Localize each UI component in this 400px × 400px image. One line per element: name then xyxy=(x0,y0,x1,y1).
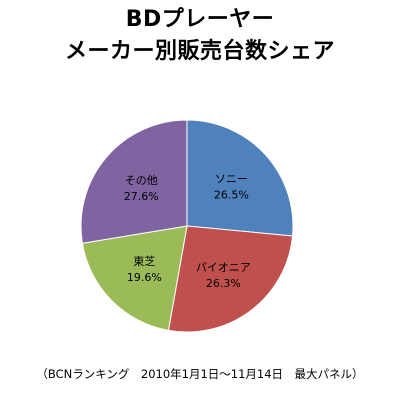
chart-title-line-1: BDプレーヤー xyxy=(125,7,275,32)
slice-category-label-3: 東芝 xyxy=(133,255,155,268)
pie-slices xyxy=(80,119,294,333)
pie-slice-4 xyxy=(80,119,188,244)
slice-value-label-1: 26.5% xyxy=(214,189,249,202)
slice-value-label-4: 27.6% xyxy=(124,190,159,203)
chart-title: BDプレーヤー メーカー別販売台数シェア xyxy=(0,4,400,68)
slice-category-label-1: ソニー xyxy=(215,173,248,186)
slice-category-label-2: パイオニア xyxy=(196,261,251,274)
pie-slice-3 xyxy=(81,225,188,331)
slice-value-label-3: 19.6% xyxy=(127,271,162,284)
chart-title-line-2: メーカー別販売台数シェア xyxy=(64,39,335,64)
chart-footnote: （BCNランキング 2010年1月1日～11月14日 最大パネル） xyxy=(36,367,364,381)
slice-value-label-2: 26.3% xyxy=(206,277,241,290)
pie-slice-1 xyxy=(186,119,294,237)
slice-category-label-4: その他 xyxy=(125,174,158,187)
pie-slice-2 xyxy=(167,225,294,333)
pie-labels: ソニー 26.5% パイオニア 26.3% 東芝 19.6% その他 27.6% xyxy=(124,173,251,290)
